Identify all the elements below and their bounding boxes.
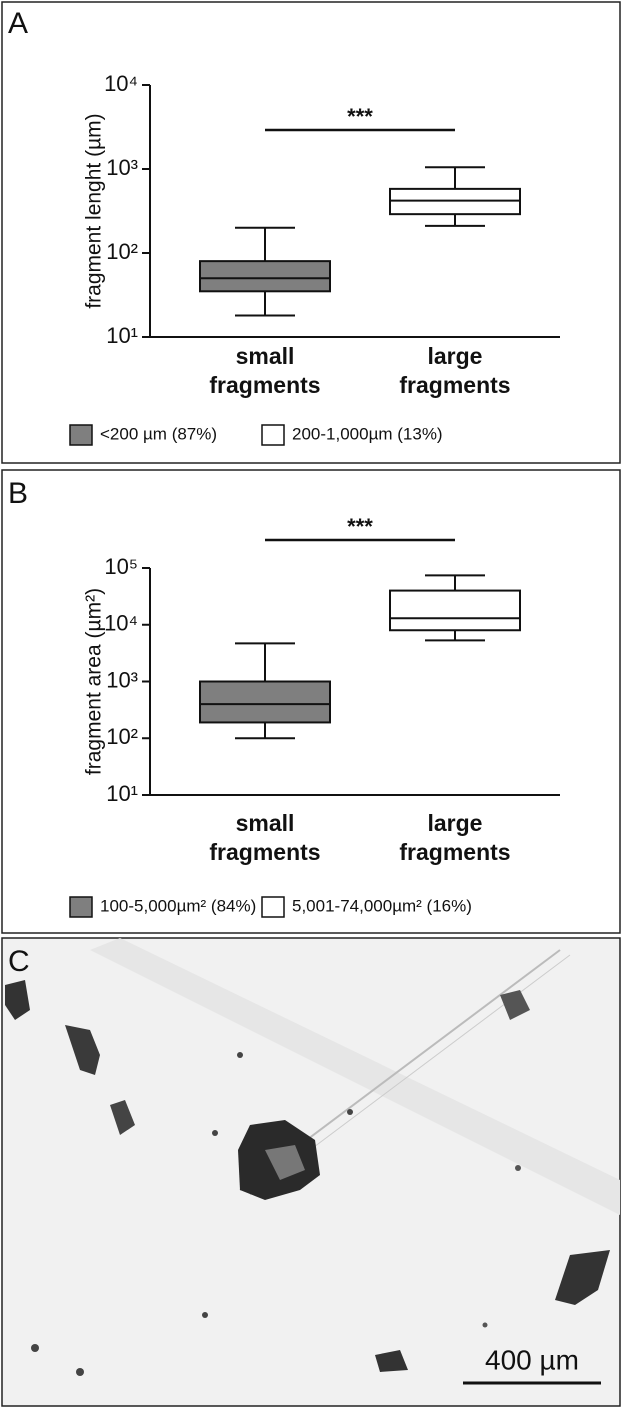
significance-label: *** xyxy=(347,104,373,129)
legend-swatch xyxy=(69,424,93,446)
panel-label: B xyxy=(8,477,28,510)
y-tick-label: 10³ xyxy=(106,667,138,692)
y-tick-label: 10⁴ xyxy=(104,71,138,96)
y-tick-label: 10² xyxy=(106,724,138,749)
legend-label: 5,001-74,000µm² (16%) xyxy=(292,896,472,915)
y-tick-label: 10³ xyxy=(106,155,138,180)
y-tick-label: 10⁵ xyxy=(104,554,138,579)
x-tick-label: large fragments xyxy=(399,810,510,865)
significance-label: *** xyxy=(347,514,373,539)
legend-label: <200 µm (87%) xyxy=(100,424,217,443)
legend-swatch xyxy=(261,896,285,918)
panel-border xyxy=(1,469,621,934)
y-axis-label: fragment area (µm²) xyxy=(83,588,106,775)
legend-label: 100-5,000µm² (84%) xyxy=(100,896,256,915)
panel-border xyxy=(1,1,621,464)
legend-label: 200-1,000µm (13%) xyxy=(292,424,443,443)
y-tick-label: 10⁴ xyxy=(104,611,138,636)
y-axis-label: fragment lenght (µm) xyxy=(83,113,106,308)
x-tick-label: small fragments xyxy=(209,810,320,865)
box xyxy=(389,589,521,632)
x-tick-label: large fragments xyxy=(399,343,510,398)
scale-bar-label: 400 µm xyxy=(485,1344,579,1375)
y-tick-label: 10² xyxy=(106,239,138,264)
box xyxy=(199,260,331,293)
x-tick-label: small fragments xyxy=(209,343,320,398)
y-tick-label: 10¹ xyxy=(106,323,138,348)
micrograph xyxy=(1,937,621,1407)
y-tick-label: 10¹ xyxy=(106,781,138,806)
legend-swatch xyxy=(261,424,285,446)
panel-label: A xyxy=(8,7,28,40)
box xyxy=(199,680,331,724)
panel-label: C xyxy=(8,945,30,978)
legend-swatch xyxy=(69,896,93,918)
